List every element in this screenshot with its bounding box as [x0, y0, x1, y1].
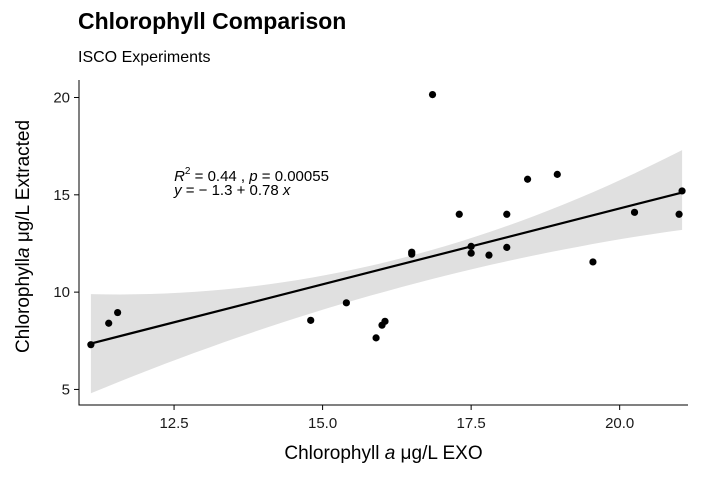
data-point: [503, 243, 511, 251]
data-point: [503, 210, 511, 218]
data-point: [408, 250, 416, 258]
axes: 12.5 15.0 17.5 20.0 5 10 15 20: [53, 80, 688, 432]
y-tick-label: 20: [53, 90, 70, 107]
data-point: [455, 210, 463, 218]
data-point: [589, 258, 597, 266]
y-axis-title: Chlorophylla μg/L Extracted: [13, 120, 34, 353]
data-point: [553, 170, 561, 178]
data-point: [381, 317, 389, 325]
chart-subtitle: ISCO Experiments: [78, 49, 211, 66]
data-point: [105, 319, 113, 327]
x-tick-label: 15.0: [308, 415, 337, 432]
regression-line: [90, 191, 683, 345]
data-point: [307, 316, 315, 324]
y-tick-label: 15: [53, 187, 70, 204]
r-squared-annotation: R2 = 0.44 , p = 0.00055: [174, 166, 329, 185]
data-point: [467, 242, 475, 250]
data-points-layer: [87, 90, 686, 349]
confidence-band: [90, 150, 683, 394]
confidence-band-layer: [90, 150, 683, 394]
x-tick-label: 20.0: [605, 415, 634, 432]
data-point: [342, 299, 350, 307]
chart-title: Chlorophyll Comparison: [78, 8, 347, 34]
data-point: [523, 175, 532, 183]
data-point: [114, 308, 122, 317]
data-point: [372, 334, 380, 342]
fit-line-layer: [90, 191, 683, 345]
x-axis-title: Chlorophyll a μg/L EXO: [284, 443, 482, 464]
data-point: [428, 90, 437, 99]
data-point: [87, 341, 95, 349]
y-tick-label: 5: [62, 381, 70, 398]
data-point: [485, 251, 493, 259]
data-point: [630, 208, 639, 216]
regression-equation: y = − 1.3 + 0.78 x: [173, 182, 291, 199]
y-tick-label: 10: [53, 284, 70, 301]
regression-annotation: R2 = 0.44 , p = 0.00055 y = − 1.3 + 0.78…: [173, 166, 329, 199]
data-point: [678, 187, 686, 195]
data-point: [467, 249, 475, 257]
x-tick-label: 17.5: [457, 415, 486, 432]
data-point: [675, 210, 683, 218]
x-tick-label: 12.5: [159, 415, 188, 432]
